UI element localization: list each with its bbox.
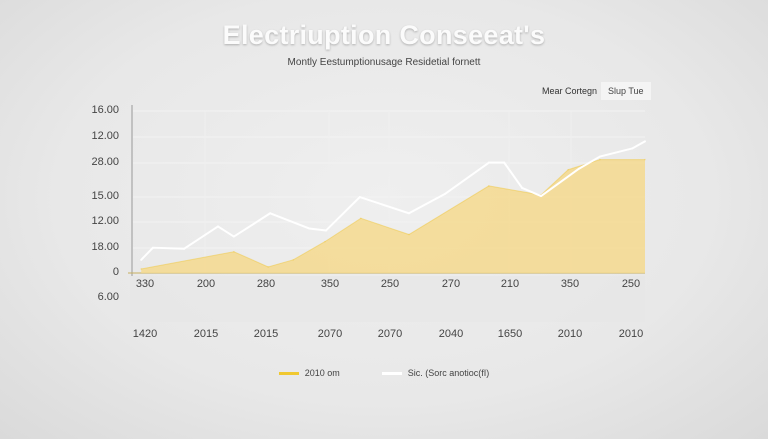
- x-tick-label-row2: 2010: [618, 328, 644, 340]
- line-point: [232, 235, 235, 238]
- area-point: [599, 158, 601, 161]
- area-point: [267, 266, 269, 268]
- y-tick-label: 12.00: [91, 215, 119, 227]
- x-tick-label-row2: 1420: [132, 328, 158, 340]
- line-point: [577, 167, 580, 170]
- y-tick-label: 16.00: [91, 104, 119, 116]
- x-tick-label-row1: 270: [441, 278, 461, 290]
- legend: 2010 om Sic. (Sorc anotioc(fI): [0, 368, 768, 378]
- area-point: [644, 158, 646, 161]
- line-point: [308, 227, 311, 230]
- x-tick-label-row1: 330: [135, 278, 155, 290]
- area-series-2010-om: [141, 159, 645, 273]
- y-tick-label: 0: [112, 266, 119, 278]
- legend-swatch-area: [278, 371, 299, 375]
- x-tick-label-row2: 2070: [317, 328, 343, 340]
- area-point: [140, 268, 142, 270]
- x-tick-label-row2: 2015: [193, 328, 219, 340]
- toggle-slup-tue[interactable]: Slup Tue: [601, 82, 651, 100]
- lower-band: [130, 276, 645, 322]
- line-point: [216, 225, 219, 228]
- area-point: [408, 233, 410, 236]
- line-point: [269, 212, 272, 215]
- x-tick-label-row1: 280: [256, 278, 276, 290]
- line-point: [443, 193, 446, 196]
- y-tick-label: 15.00: [91, 190, 119, 202]
- line-point: [487, 161, 490, 164]
- toggle-mear-cortegn[interactable]: Mear Cortegn: [542, 86, 598, 96]
- line-point: [358, 196, 361, 199]
- area-series-outline: [141, 159, 645, 270]
- y-tick-label: 18.00: [91, 241, 119, 253]
- y-tick-label: 6.00: [97, 291, 119, 303]
- area-point: [567, 168, 569, 171]
- x-tick-label-row1: 250: [380, 278, 400, 290]
- series-toggle-group: Mear Cortegn Slup Tue: [538, 81, 651, 101]
- x-tick-label-row2: 2010: [557, 328, 583, 340]
- y-tick-label: 12.00: [91, 130, 119, 142]
- line-point: [140, 258, 143, 261]
- x-tick-label-row1: 250: [621, 278, 641, 290]
- x-tick-label-row2: 2015: [253, 328, 279, 340]
- chart-subtitle: Montly Eestumptionusage Residetial forne…: [287, 57, 481, 68]
- line-point: [598, 155, 601, 158]
- area-point: [233, 250, 235, 253]
- line-point: [521, 186, 524, 189]
- area-point: [324, 240, 326, 243]
- x-tick-label-row1: 350: [320, 278, 340, 290]
- legend-label-line[interactable]: Sic. (Sorc anotioc(fI): [407, 368, 490, 378]
- area-point: [488, 185, 490, 187]
- legend-swatch-line: [381, 371, 402, 375]
- x-tick-label-row1: 200: [196, 278, 216, 290]
- x-tick-label-row1: 210: [500, 278, 520, 290]
- x-tick-label-row2: 2070: [377, 328, 403, 340]
- line-point: [407, 212, 410, 215]
- x-tick-label-row2: 1650: [497, 328, 523, 340]
- x-tick-label-row2: 2040: [438, 328, 464, 340]
- legend-label-area[interactable]: 2010 om: [304, 368, 340, 378]
- chart-title: Electriuption Conseeat's: [222, 20, 546, 50]
- line-point: [183, 247, 186, 250]
- line-point: [540, 195, 543, 198]
- line-point: [503, 161, 506, 164]
- line-point: [325, 229, 328, 232]
- line-point: [644, 140, 646, 143]
- area-point: [360, 217, 362, 220]
- y-tick-label: 28.00: [91, 156, 119, 168]
- line-point: [631, 147, 634, 150]
- area-point: [292, 259, 295, 261]
- x-tick-label-row1: 350: [560, 278, 580, 290]
- line-point: [151, 246, 154, 249]
